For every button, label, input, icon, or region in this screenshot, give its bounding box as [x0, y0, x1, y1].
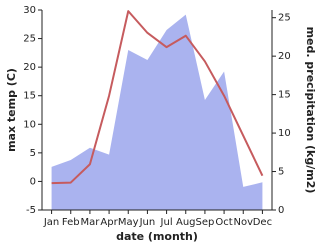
- x-tick-label: Oct: [215, 217, 232, 228]
- y2-tick-label: 0: [278, 205, 284, 216]
- y-tick-label: 15: [23, 91, 36, 102]
- x-tick-label: Jul: [160, 217, 173, 228]
- x-axis-title: date (month): [116, 230, 198, 243]
- x-tick-label: Jun: [139, 217, 156, 228]
- y2-tick-label: 15: [278, 90, 291, 101]
- y-axis-title: max temp (C): [5, 68, 18, 152]
- x-tick-label: Feb: [62, 217, 80, 228]
- y-tick-label: 10: [23, 119, 36, 130]
- y-tick-label: 20: [23, 62, 36, 73]
- y2-axis-title: med. precipitation (kg/m2): [304, 27, 317, 194]
- x-tick-label: Mar: [80, 217, 100, 228]
- x-tick-label: Nov: [233, 217, 253, 228]
- y2-tick-label: 25: [278, 13, 291, 24]
- y-tick-label: 25: [23, 34, 36, 45]
- precipitation-area: [51, 14, 263, 210]
- x-tick-label: Apr: [100, 217, 118, 228]
- x-tick-label: May: [118, 217, 139, 228]
- temperature-line: [51, 10, 264, 185]
- y2-tick-label: 10: [278, 128, 291, 139]
- y2-tick-label: 20: [278, 51, 291, 62]
- y-tick-label: 30: [23, 5, 36, 16]
- y-tick-label: 5: [30, 148, 36, 159]
- x-tick-label: Jan: [43, 217, 59, 228]
- y-tick-label: -5: [26, 205, 36, 216]
- x-tick-label: Dec: [253, 217, 272, 228]
- y2-tick-label: 5: [278, 167, 284, 178]
- x-tick-label: Sep: [195, 217, 214, 228]
- y-tick-label: 0: [30, 176, 36, 187]
- x-tick-label: Aug: [176, 217, 196, 228]
